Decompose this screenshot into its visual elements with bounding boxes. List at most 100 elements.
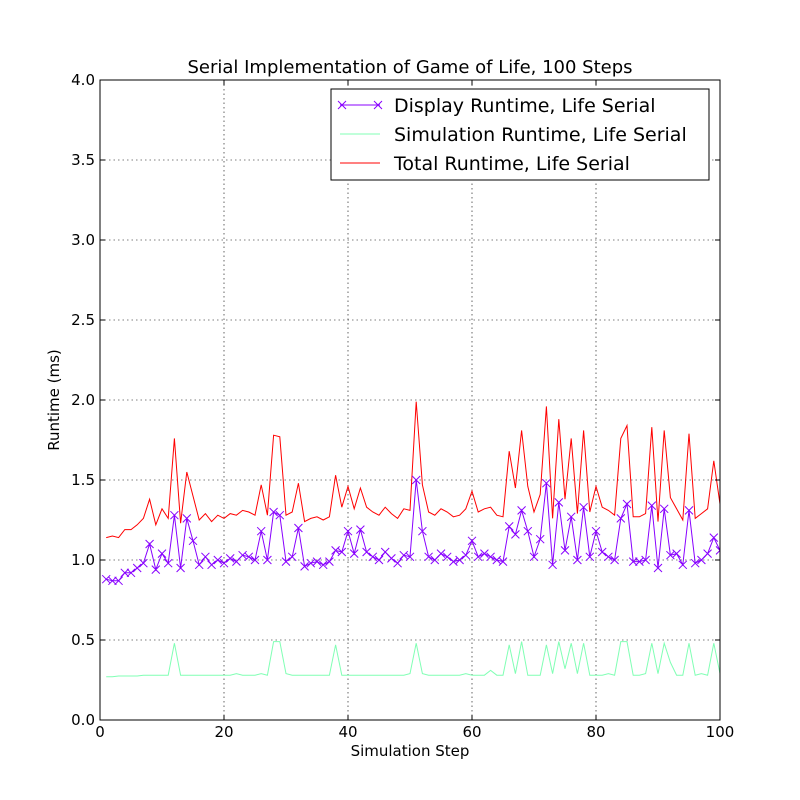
data-point [176,563,185,573]
x-tick-label: 0 [95,723,105,741]
data-point [573,555,582,565]
data-point [312,557,322,566]
data-point [294,523,303,533]
data-point [182,514,192,523]
y-tick-label: 4.0 [71,71,95,89]
data-point [480,549,489,558]
data-point [604,552,613,562]
x-tick-label: 100 [706,723,735,741]
data-point [101,574,111,584]
legend-marker [337,100,347,110]
data-point [139,558,148,568]
data-point [461,550,471,560]
data-point [269,507,278,517]
data-point [523,526,533,536]
data-point [542,478,551,488]
data-point [628,557,638,566]
y-tick-label: 3.0 [71,231,95,249]
data-point [684,506,694,515]
data-point [424,552,433,562]
y-tick-label: 1.0 [71,551,95,569]
data-point [411,475,421,485]
legend-label: Simulation Runtime, Life Serial [394,124,687,146]
y-tick-label: 3.5 [71,151,95,169]
data-point [387,554,396,563]
data-point [703,549,712,558]
data-point [473,552,483,562]
series-line [106,479,720,582]
data-point [349,549,359,558]
data-point [529,552,539,562]
data-point [449,557,458,566]
series-line [106,401,720,539]
data-point [188,536,198,546]
data-point [225,554,235,563]
data-point [498,557,508,566]
data-point [486,552,495,562]
data-point [132,563,142,573]
data-point [213,555,223,565]
ticks: 0 20 40 60 80 100 0.0 0.5 1.0 1.5 2.0 2.5 3.0 3.5 4.0 [71,71,734,741]
grid [100,80,720,720]
y-tick-label: 0.0 [71,711,95,729]
data-point [145,539,154,549]
data-point [455,555,464,565]
data-point [610,555,619,565]
y-tick-label: 2.5 [71,311,95,329]
data-point [163,558,173,568]
data-point [281,557,291,566]
data-point [151,565,161,574]
data-point [442,552,452,562]
data-point [405,552,415,562]
y-tick-label: 0.5 [71,631,95,649]
data-point [517,506,526,515]
data-point [331,546,340,555]
data-point [263,555,272,565]
data-point [244,552,254,562]
data-point [337,547,347,557]
data-point [709,533,719,542]
legend-label: Display Runtime, Life Serial [394,95,656,117]
y-tick-label: 1.5 [71,471,95,489]
x-tick-label: 80 [586,723,605,741]
data-point [653,563,663,573]
data-point [467,536,477,546]
data-point [504,522,514,531]
data-point [201,552,210,562]
data-point [393,558,402,568]
data-point [418,526,427,536]
data-point [368,552,378,562]
x-tick-label: 40 [338,723,357,741]
data-point [256,526,266,536]
data-point [616,514,626,523]
data-point [690,558,700,568]
data-point [641,555,650,565]
data-point [250,555,260,565]
data-point [548,560,557,570]
y-tick-label: 2.0 [71,391,95,409]
x-tick-label: 20 [214,723,233,741]
data-point [399,550,409,560]
data-point [126,568,136,578]
data-point [170,510,179,520]
data-point [325,557,334,566]
data-point [511,530,520,539]
data-point [207,560,216,570]
data-point [343,526,353,536]
data-point [356,525,365,534]
data-point [622,499,632,509]
data-point [678,560,688,570]
data-point [306,558,316,568]
legend-label: Total Runtime, Life Serial [393,153,630,175]
data-point [554,498,564,507]
data-point [560,546,570,555]
data-point [238,550,247,560]
data-point [194,560,204,570]
data-point [535,534,545,544]
data-point [219,558,229,568]
data-point [635,557,644,566]
data-point [666,550,675,560]
legend-box [330,88,710,181]
data-point [157,549,167,558]
data-point [275,510,285,520]
